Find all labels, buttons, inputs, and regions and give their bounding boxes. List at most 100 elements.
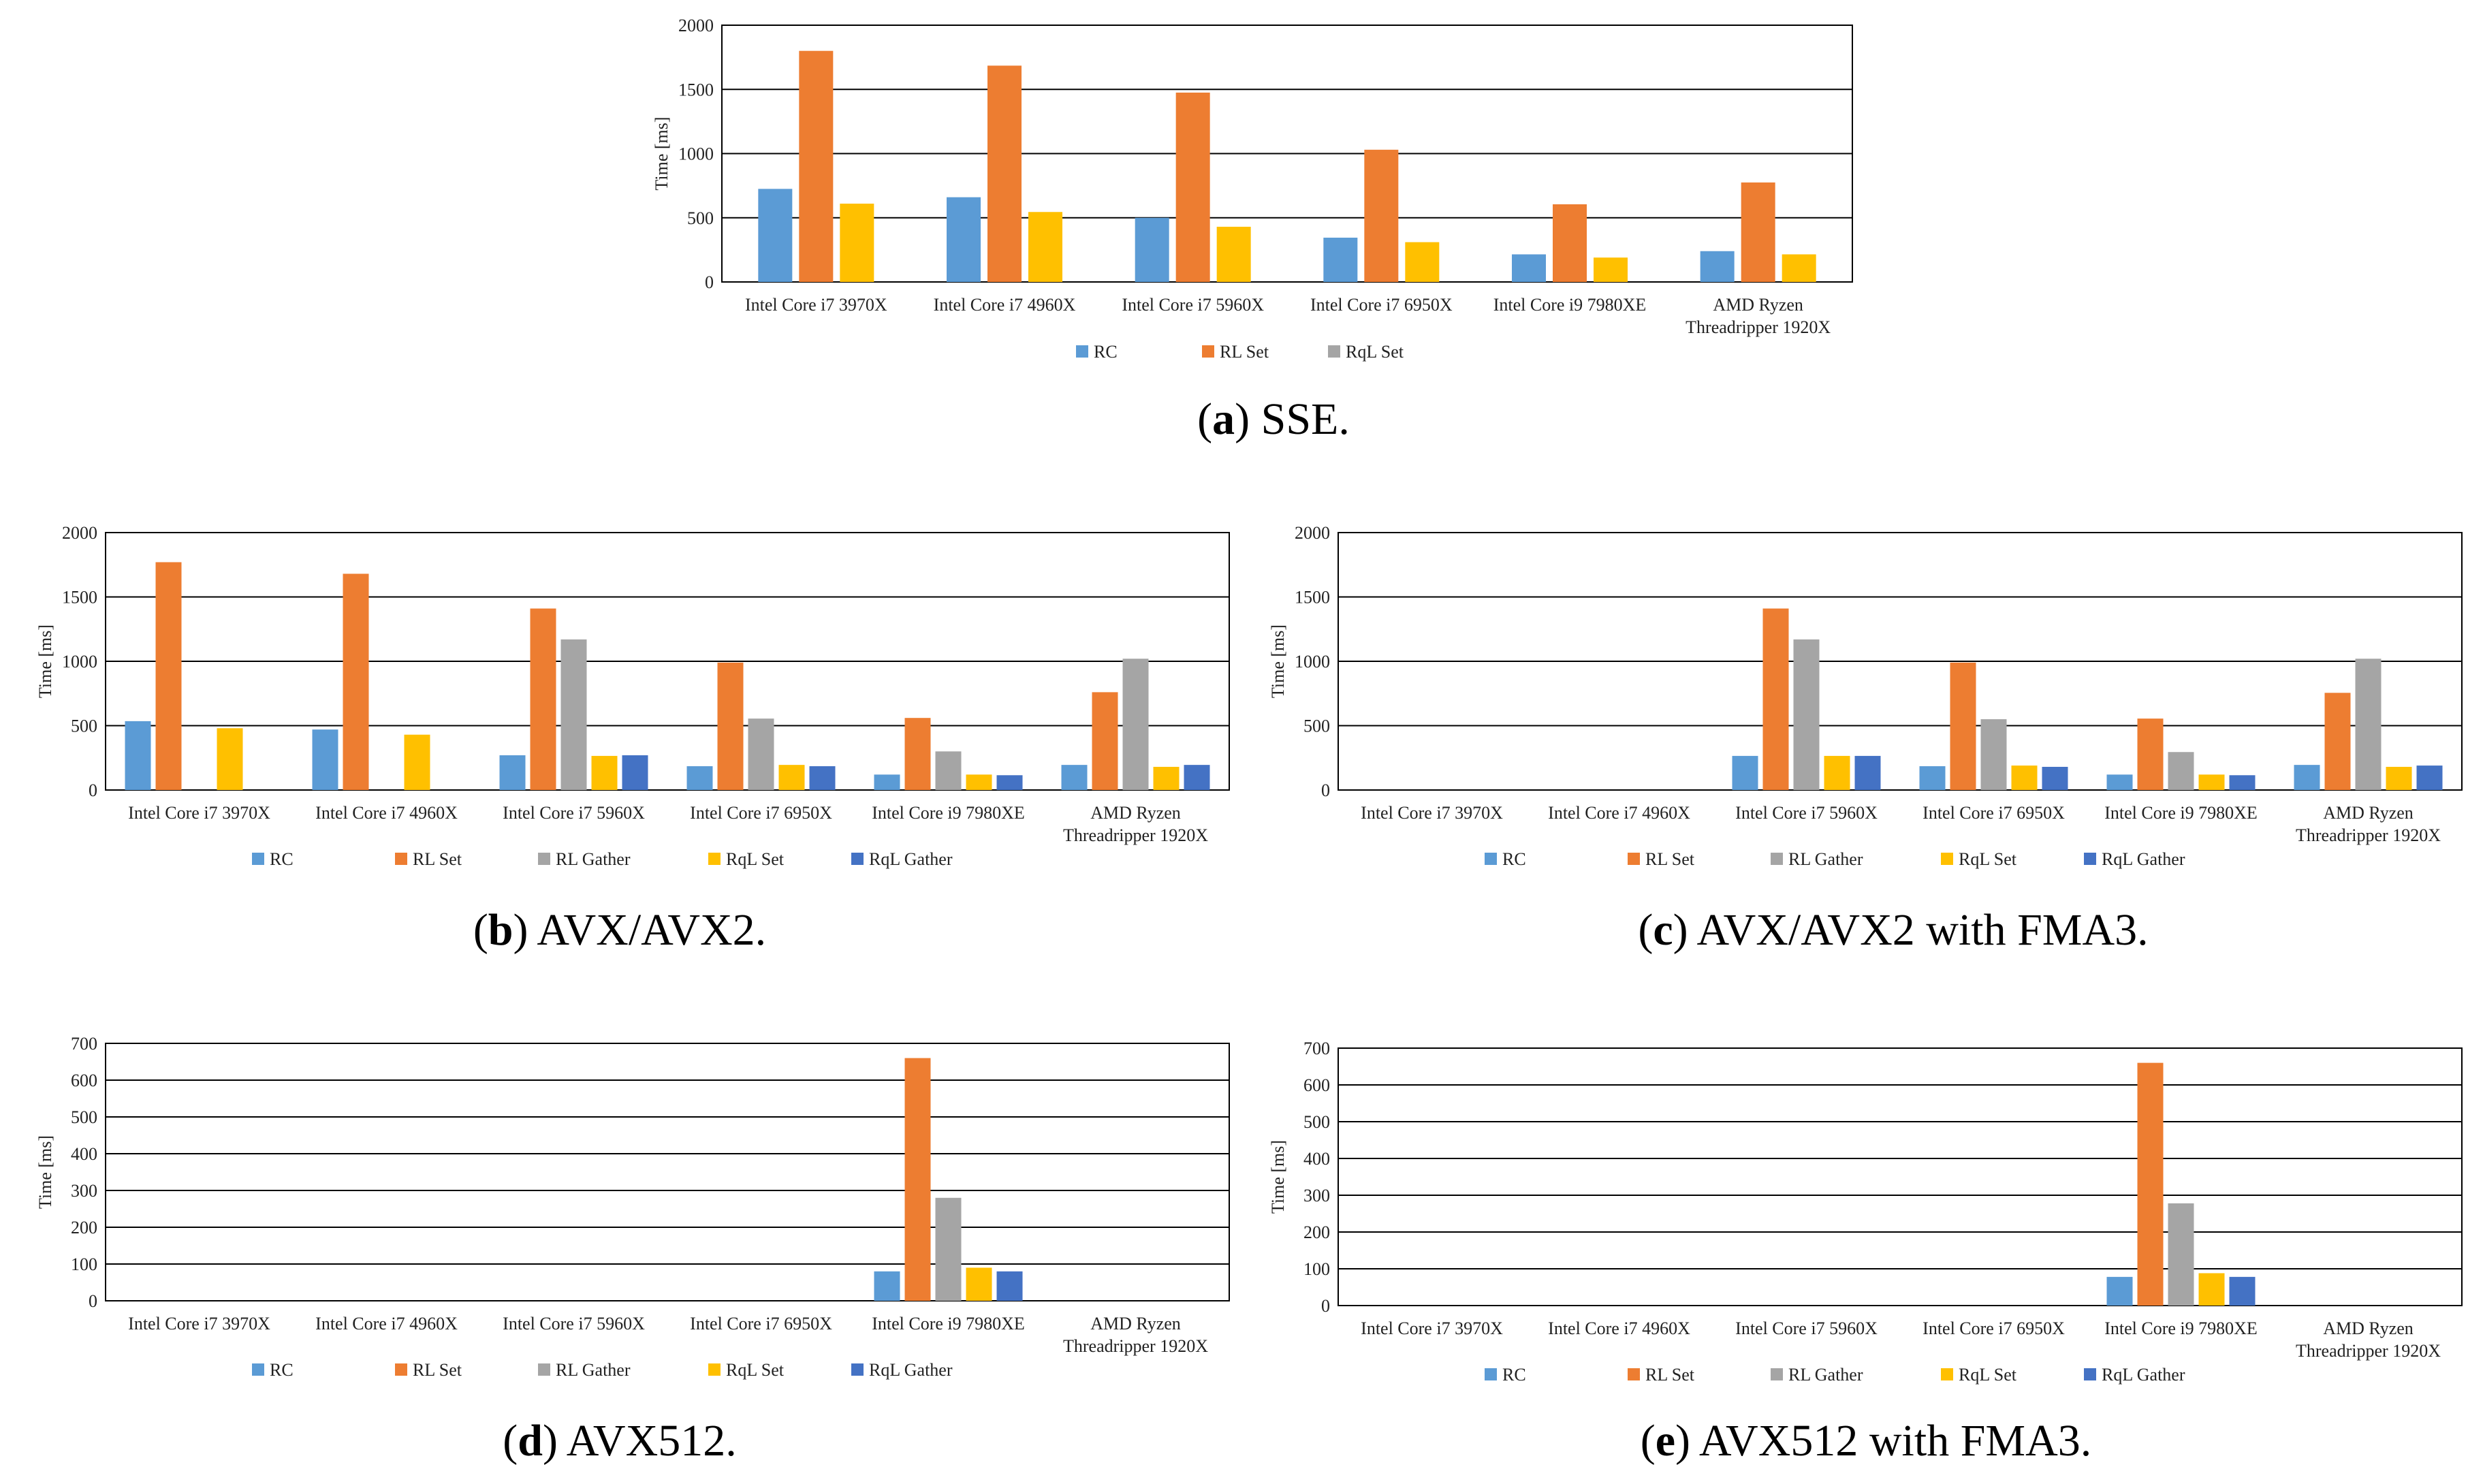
bar-rql-set: [1028, 212, 1062, 282]
x-category-label: Intel Core i7 3970X: [128, 803, 270, 823]
plot-frame: [721, 25, 1853, 283]
chart-b-svg: 0 500 1000 1500 2000 Time [ms] Intel Core i7 3…: [35, 523, 1230, 869]
bar-rql-gather: [2042, 766, 2068, 790]
y-tick-label: 200: [71, 1218, 97, 1237]
chart-c-svg: 0 500 1000 1500 2000 Time [ms] Intel Core i7 3…: [1268, 523, 2463, 869]
x-category-label: Intel Core i9 7980XE: [2104, 803, 2258, 823]
y-tick-label: 1000: [1295, 652, 1330, 672]
y-tick-label: 1000: [62, 652, 97, 672]
y-tick-label: 0: [89, 780, 97, 800]
y-tick-label: 200: [1303, 1222, 1330, 1242]
x-category-label: Intel Core i9 7980XE: [1493, 295, 1647, 315]
y-axis-label: Time [ms]: [35, 625, 55, 698]
plot-frame: [1338, 1047, 2463, 1306]
y-tick-label: 1500: [1295, 588, 1330, 607]
legend-swatch-rl-gather: [1771, 1368, 1783, 1380]
legend-swatch-rl-gather: [538, 1363, 550, 1376]
bar-rc: [874, 774, 900, 790]
plot-frame: [105, 1043, 1230, 1301]
legend-swatch-rc: [252, 853, 264, 865]
bar-rl-set: [2137, 719, 2164, 790]
legend-label-rql-set: RqL Set: [1346, 342, 1404, 362]
bar-rc: [2106, 774, 2133, 790]
y-tick-label: 1500: [678, 80, 714, 99]
bar-rql-set: [1405, 242, 1440, 282]
bar-rql-set: [1824, 755, 1850, 790]
y-tick-label: 600: [71, 1071, 97, 1090]
legend-swatch-rc: [1485, 1368, 1497, 1380]
bar-rql-gather: [622, 755, 648, 790]
y-tick-label: 1000: [678, 144, 714, 164]
y-tick-label: 500: [71, 1107, 97, 1127]
y-tick-label: 100: [1303, 1259, 1330, 1279]
legend-swatch-rl-set: [1628, 853, 1640, 865]
legend-label-rql-gather: RqL Gather: [869, 1360, 953, 1380]
legend-label-rl-set: RL Set: [1645, 849, 1695, 869]
legend-swatch-rql-set: [1941, 853, 1953, 865]
x-category-label: AMD Ryzen: [1713, 295, 1803, 315]
caption-e: (e) AVX512 with FMA3.: [1640, 1416, 2092, 1466]
bar-rl-gather: [2168, 1203, 2194, 1306]
chart-panel-d: 0 100 200 300 400 500 600 700 Time [ms] Intel Cor…: [14, 1032, 1233, 1400]
legend-swatch-rl-gather: [1771, 853, 1783, 865]
bar-rl-gather: [560, 639, 587, 790]
y-tick-label: 300: [1303, 1186, 1330, 1205]
bar-rql-set: [591, 755, 618, 790]
legend-swatch-rc: [1076, 345, 1088, 358]
bar-rl-set: [155, 562, 182, 790]
y-axis-label: Time [ms]: [1268, 1140, 1288, 1214]
y-tick-label: 300: [71, 1181, 97, 1201]
x-category-label: Intel Core i7 4960X: [315, 1314, 458, 1333]
y-tick-label: 2000: [1295, 523, 1330, 543]
x-category-label: Intel Core i7 3970X: [745, 295, 887, 315]
bar-rql-set: [2386, 766, 2412, 790]
bar-rl-set: [1175, 92, 1210, 282]
legend-swatch-rql-set: [708, 853, 721, 865]
y-tick-label: 100: [71, 1254, 97, 1274]
legend-swatch-rl-gather: [538, 853, 550, 865]
bar-rl-set: [799, 50, 834, 282]
bar-rql-gather: [996, 775, 1023, 790]
bar-rc: [1732, 755, 1758, 790]
x-category-label: Threadripper 1920X: [1063, 825, 1208, 845]
x-category-label: Intel Core i7 6950X: [1923, 1319, 2065, 1338]
y-tick-label: 700: [1303, 1039, 1330, 1058]
y-axis-label: Time [ms]: [1268, 625, 1288, 698]
y-tick-label: 0: [1321, 780, 1330, 800]
bar-rc: [2106, 1276, 2133, 1306]
bar-rql-gather: [1184, 765, 1210, 790]
caption-c: (c) AVX/AVX2 with FMA3.: [1638, 905, 2149, 955]
bar-rql-set: [1782, 254, 1816, 282]
legend-label-rql-gather: RqL Gather: [2102, 849, 2185, 869]
chart-a-svg: 0 500 1000 1500 2000 Time [ms] Intel Core i7 3…: [652, 16, 1853, 362]
bar-rl-set: [1553, 204, 1587, 282]
legend-swatch-rl-set: [395, 1363, 407, 1376]
x-category-label: Intel Core i7 4960X: [934, 295, 1076, 315]
legend-label-rl-gather: RL Gather: [1788, 1365, 1863, 1385]
bar-rl-set: [2324, 693, 2351, 790]
bar-rl-set: [343, 573, 369, 790]
bar-rql-gather: [2229, 775, 2256, 790]
legend-swatch-rl-set: [1628, 1368, 1640, 1380]
x-category-label: Intel Core i7 4960X: [315, 803, 458, 823]
chart-d-svg: 0 100 200 300 400 500 600 700 Time [ms] Intel Cor…: [35, 1034, 1230, 1380]
y-tick-label: 500: [1303, 716, 1330, 736]
bar-rl-set: [1762, 608, 1789, 790]
bar-rc: [947, 197, 981, 282]
bar-rc: [874, 1271, 900, 1301]
x-category-label: AMD Ryzen: [2323, 1319, 2414, 1338]
x-category-label: Intel Core i7 3970X: [1361, 803, 1503, 823]
y-tick-label: 2000: [62, 523, 97, 543]
legend-label-rc: RC: [1094, 342, 1118, 362]
legend-swatch-rc: [252, 1363, 264, 1376]
legend-label-rl-gather: RL Gather: [556, 1360, 631, 1380]
bar-rl-gather: [748, 719, 774, 790]
bar-rql-set: [2198, 1273, 2225, 1306]
bar-rql-gather: [1854, 755, 1881, 790]
bar-rql-set: [966, 1267, 992, 1301]
legend-label-rl-set: RL Set: [1645, 1365, 1695, 1385]
legend-label-rl-set: RL Set: [413, 849, 462, 869]
x-category-label: Threadripper 1920X: [2296, 1341, 2441, 1361]
bar-rc: [1061, 765, 1088, 790]
bar-rql-gather: [996, 1271, 1023, 1301]
